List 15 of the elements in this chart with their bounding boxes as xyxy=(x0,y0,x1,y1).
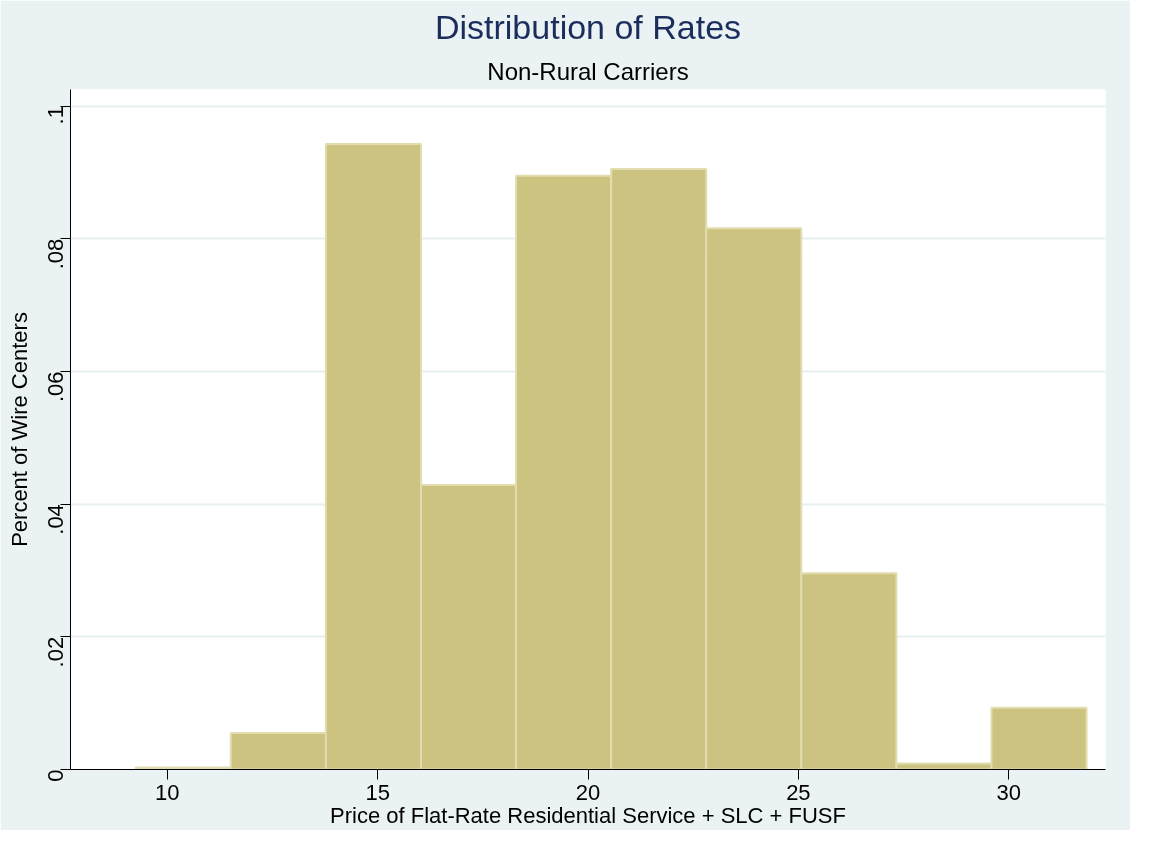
x-tick-label: 15 xyxy=(365,779,390,805)
x-tick-label: 30 xyxy=(996,779,1021,805)
y-tick-label: .04 xyxy=(43,504,68,535)
y-tick-label: 0 xyxy=(43,769,68,782)
chart-subtitle: Non-Rural Carriers xyxy=(487,57,689,85)
y-tick-label: .02 xyxy=(43,636,68,668)
y-tick-label: .1 xyxy=(43,106,68,125)
x-tick-label: 10 xyxy=(155,779,180,805)
y-axis-title: Percent of Wire Centers xyxy=(6,312,32,547)
x-tick-label: 20 xyxy=(575,779,601,805)
y-tick-label: .06 xyxy=(43,371,68,403)
x-tick-label: 25 xyxy=(786,779,811,805)
y-tick-label: .08 xyxy=(43,238,68,270)
chart-title: Distribution of Rates xyxy=(434,7,742,46)
x-axis-title: Price of Flat-Rate Residential Service + SLC + FUSF xyxy=(330,802,846,828)
